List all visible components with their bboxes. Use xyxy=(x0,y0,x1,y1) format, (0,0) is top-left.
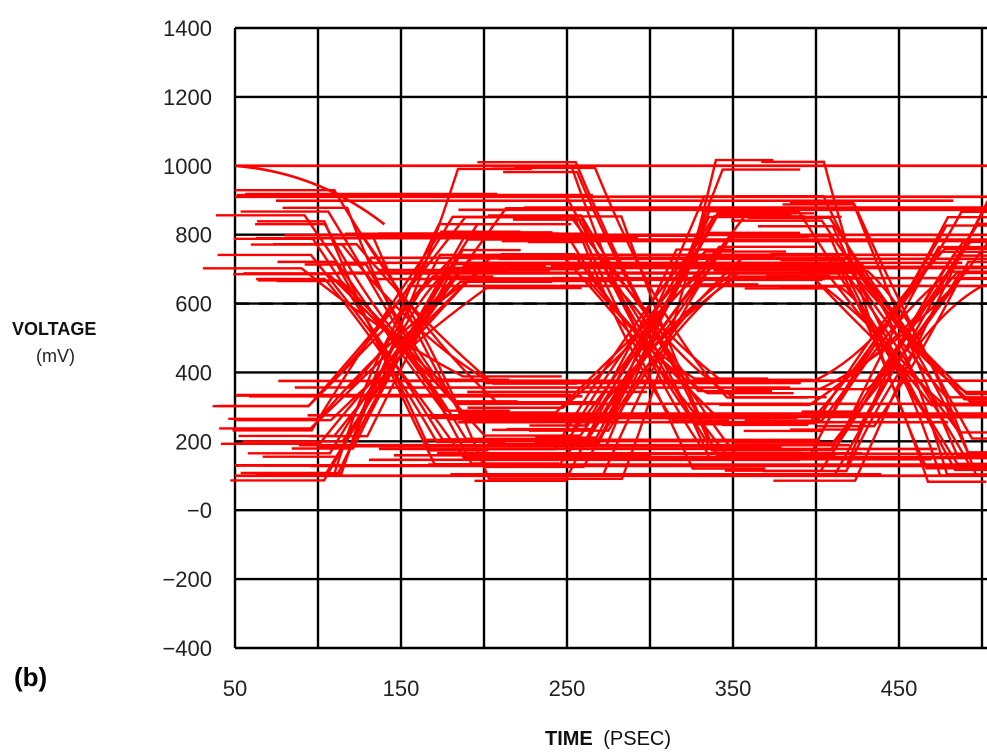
y-tick-label: 1400 xyxy=(163,16,212,41)
panel-label: (b) xyxy=(14,662,47,692)
y-axis-label: VOLTAGE xyxy=(12,319,96,339)
y-tick-label: 1000 xyxy=(163,154,212,179)
y-tick-label: 1200 xyxy=(163,85,212,110)
x-axis-label-unit: (PSEC) xyxy=(603,728,671,750)
y-tick-label: 200 xyxy=(175,429,212,454)
x-axis-label: TIME (PSEC) xyxy=(545,728,671,750)
y-tick-labels: 1400 1200 1000 800 600 400 200 −0 −200 −400 xyxy=(162,16,212,661)
y-tick-label: 800 xyxy=(175,223,212,248)
y-tick-label: −200 xyxy=(162,567,212,592)
y-tick-label: −400 xyxy=(162,636,212,661)
signal-traces xyxy=(203,160,987,482)
y-tick-label: −0 xyxy=(187,498,212,523)
x-tick-label: 50 xyxy=(223,676,247,701)
y-tick-label: 400 xyxy=(175,360,212,385)
x-tick-labels: 50 150 250 350 450 xyxy=(223,676,918,701)
x-tick-label: 150 xyxy=(383,676,420,701)
y-axis-unit: (mV) xyxy=(36,346,75,366)
x-tick-label: 350 xyxy=(715,676,752,701)
x-tick-label: 450 xyxy=(881,676,918,701)
x-tick-label: 250 xyxy=(549,676,586,701)
y-tick-label: 600 xyxy=(175,292,212,317)
x-axis-label-bold: TIME xyxy=(545,728,593,750)
